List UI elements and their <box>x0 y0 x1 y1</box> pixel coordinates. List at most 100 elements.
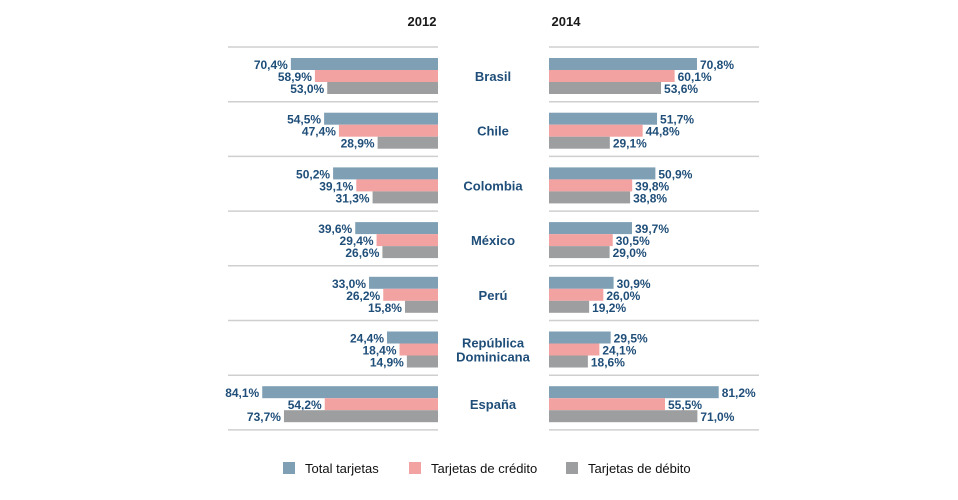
value-label-2014-brasil-tarjetas-de-debito: 53,6% <box>664 82 698 96</box>
value-label-2014-colombia-total-tarjetas: 50,9% <box>658 167 692 181</box>
value-label-2012-republica-dominicana-tarjetas-de-debito: 14,9% <box>370 356 404 370</box>
value-label-2012-mexico-total-tarjetas: 39,6% <box>318 222 352 236</box>
bar-2014-chile-tarjetas-de-credito <box>549 124 643 137</box>
value-label-2014-colombia-tarjetas-de-credito: 39,8% <box>635 179 669 193</box>
value-label-2012-peru-total-tarjetas: 33,0% <box>332 277 366 291</box>
value-label-2012-mexico-tarjetas-de-debito: 26,6% <box>345 246 379 260</box>
value-label-2012-peru-tarjetas-de-debito: 15,8% <box>368 301 402 315</box>
bar-2014-mexico-total-tarjetas <box>549 222 632 235</box>
bar-2012-peru-total-tarjetas <box>369 276 438 289</box>
bar-2012-republica-dominicana-tarjetas-de-credito <box>399 343 438 356</box>
bar-2014-colombia-tarjetas-de-debito <box>549 191 631 204</box>
value-label-2014-peru-tarjetas-de-debito: 19,2% <box>592 301 626 315</box>
legend-label-tarjetas-de-credito: Tarjetas de crédito <box>431 461 537 476</box>
country-label-republica-dominicana: República Dominicana <box>456 336 530 365</box>
bar-2012-colombia-tarjetas-de-credito <box>356 179 438 192</box>
country-label-line: México <box>471 233 515 248</box>
value-label-2014-republica-dominicana-tarjetas-de-debito: 18,6% <box>591 356 625 370</box>
value-label-2014-espana-tarjetas-de-debito: 71,0% <box>700 410 734 424</box>
panel-title-2014: 2014 <box>552 14 582 29</box>
bar-2014-mexico-tarjetas-de-debito <box>549 246 610 259</box>
bar-2014-espana-tarjetas-de-debito <box>549 410 698 423</box>
bar-2012-espana-total-tarjetas <box>262 386 438 399</box>
panel-title-2012: 2012 <box>408 14 437 29</box>
value-label-2014-peru-tarjetas-de-credito: 26,0% <box>606 289 640 303</box>
bar-2014-mexico-tarjetas-de-credito <box>549 234 613 247</box>
country-label-line: Dominicana <box>456 350 530 365</box>
bar-2014-espana-total-tarjetas <box>549 386 719 399</box>
legend-swatch-total-tarjetas <box>283 462 295 474</box>
value-label-2014-mexico-total-tarjetas: 39,7% <box>635 222 669 236</box>
value-label-2012-brasil-total-tarjetas: 70,4% <box>254 58 288 72</box>
country-label-line: República <box>462 336 525 351</box>
country-label-brasil: Brasil <box>475 69 511 84</box>
value-label-2012-chile-tarjetas-de-debito: 28,9% <box>341 137 375 151</box>
bar-2012-republica-dominicana-total-tarjetas <box>387 331 438 344</box>
bar-2014-espana-tarjetas-de-credito <box>549 398 665 411</box>
bar-2014-brasil-tarjetas-de-debito <box>549 82 662 94</box>
bar-2012-peru-tarjetas-de-credito <box>383 288 438 301</box>
country-label-chile: Chile <box>477 124 509 139</box>
bar-2012-brasil-tarjetas-de-credito <box>314 70 438 82</box>
bar-2012-chile-tarjetas-de-credito <box>338 124 438 137</box>
bar-2014-brasil-tarjetas-de-credito <box>549 70 675 82</box>
value-label-2012-colombia-total-tarjetas: 50,2% <box>296 167 330 181</box>
value-label-2014-chile-total-tarjetas: 51,7% <box>660 113 694 127</box>
legend-label-tarjetas-de-debito: Tarjetas de débito <box>588 461 691 476</box>
value-label-2014-espana-tarjetas-de-credito: 55,5% <box>668 398 702 412</box>
value-label-2014-brasil-total-tarjetas: 70,8% <box>700 58 734 72</box>
value-label-2012-peru-tarjetas-de-credito: 26,2% <box>346 289 380 303</box>
bar-2012-espana-tarjetas-de-debito <box>283 410 438 423</box>
value-label-2014-mexico-tarjetas-de-credito: 30,5% <box>616 234 650 248</box>
bar-2014-colombia-total-tarjetas <box>549 167 656 180</box>
value-label-2014-colombia-tarjetas-de-debito: 38,8% <box>633 191 667 205</box>
value-label-2014-republica-dominicana-tarjetas-de-credito: 24,1% <box>602 344 636 358</box>
legend-label-total-tarjetas: Total tarjetas <box>305 461 379 476</box>
country-label-colombia: Colombia <box>463 178 523 193</box>
bar-2012-mexico-tarjetas-de-debito <box>382 246 438 259</box>
bar-2014-republica-dominicana-tarjetas-de-credito <box>549 343 600 356</box>
bar-2014-chile-total-tarjetas <box>549 112 658 125</box>
legend: Total tarjetas Tarjetas de crédito Tarjeta… <box>283 461 691 476</box>
bar-2012-mexico-total-tarjetas <box>355 222 438 235</box>
country-label-line: España <box>470 397 517 412</box>
bar-2014-peru-tarjetas-de-credito <box>549 288 604 301</box>
value-label-2012-chile-total-tarjetas: 54,5% <box>287 113 321 127</box>
value-label-2012-republica-dominicana-total-tarjetas: 24,4% <box>350 332 384 346</box>
country-label-espana: España <box>470 397 517 412</box>
value-label-2012-brasil-tarjetas-de-debito: 53,0% <box>290 82 324 96</box>
value-label-2012-espana-total-tarjetas: 84,1% <box>225 386 259 400</box>
bar-2012-espana-tarjetas-de-credito <box>324 398 438 411</box>
value-label-2012-espana-tarjetas-de-debito: 73,7% <box>247 410 281 424</box>
value-label-2012-espana-tarjetas-de-credito: 54,2% <box>288 398 322 412</box>
country-label-line: Perú <box>479 288 508 303</box>
bar-2014-chile-tarjetas-de-debito <box>549 136 610 149</box>
bar-2014-peru-total-tarjetas <box>549 276 614 289</box>
value-label-2014-chile-tarjetas-de-debito: 29,1% <box>613 137 647 151</box>
value-label-2012-brasil-tarjetas-de-credito: 58,9% <box>278 70 312 84</box>
value-label-2012-colombia-tarjetas-de-credito: 39,1% <box>319 179 353 193</box>
value-label-2014-espana-total-tarjetas: 81,2% <box>722 386 756 400</box>
bar-2012-colombia-total-tarjetas <box>333 167 438 180</box>
bar-2012-peru-tarjetas-de-debito <box>404 300 438 313</box>
country-label-line: Chile <box>477 124 509 139</box>
legend-swatch-tarjetas-de-debito <box>566 462 578 474</box>
country-groups: Brasil 70,4% 70,8% 58,9% 60,1% 53,0% 53,6% Chil… <box>225 46 759 431</box>
country-label-line: Brasil <box>475 69 511 84</box>
bar-2012-mexico-tarjetas-de-credito <box>376 234 438 247</box>
value-label-2014-republica-dominicana-total-tarjetas: 29,5% <box>614 332 648 346</box>
bar-2012-chile-total-tarjetas <box>324 112 438 125</box>
value-label-2012-mexico-tarjetas-de-credito: 29,4% <box>340 234 374 248</box>
bar-2014-colombia-tarjetas-de-credito <box>549 179 633 192</box>
country-label-mexico: México <box>471 233 515 248</box>
value-label-2014-peru-total-tarjetas: 30,9% <box>617 277 651 291</box>
value-label-2014-chile-tarjetas-de-credito: 44,8% <box>646 125 680 139</box>
bar-2012-brasil-total-tarjetas <box>290 58 438 70</box>
country-label-peru: Perú <box>479 288 508 303</box>
value-label-2012-chile-tarjetas-de-credito: 47,4% <box>302 125 336 139</box>
value-label-2012-republica-dominicana-tarjetas-de-credito: 18,4% <box>363 344 397 358</box>
bar-2014-peru-tarjetas-de-debito <box>549 300 590 313</box>
value-label-2014-brasil-tarjetas-de-credito: 60,1% <box>678 70 712 84</box>
value-label-2012-colombia-tarjetas-de-debito: 31,3% <box>336 191 370 205</box>
